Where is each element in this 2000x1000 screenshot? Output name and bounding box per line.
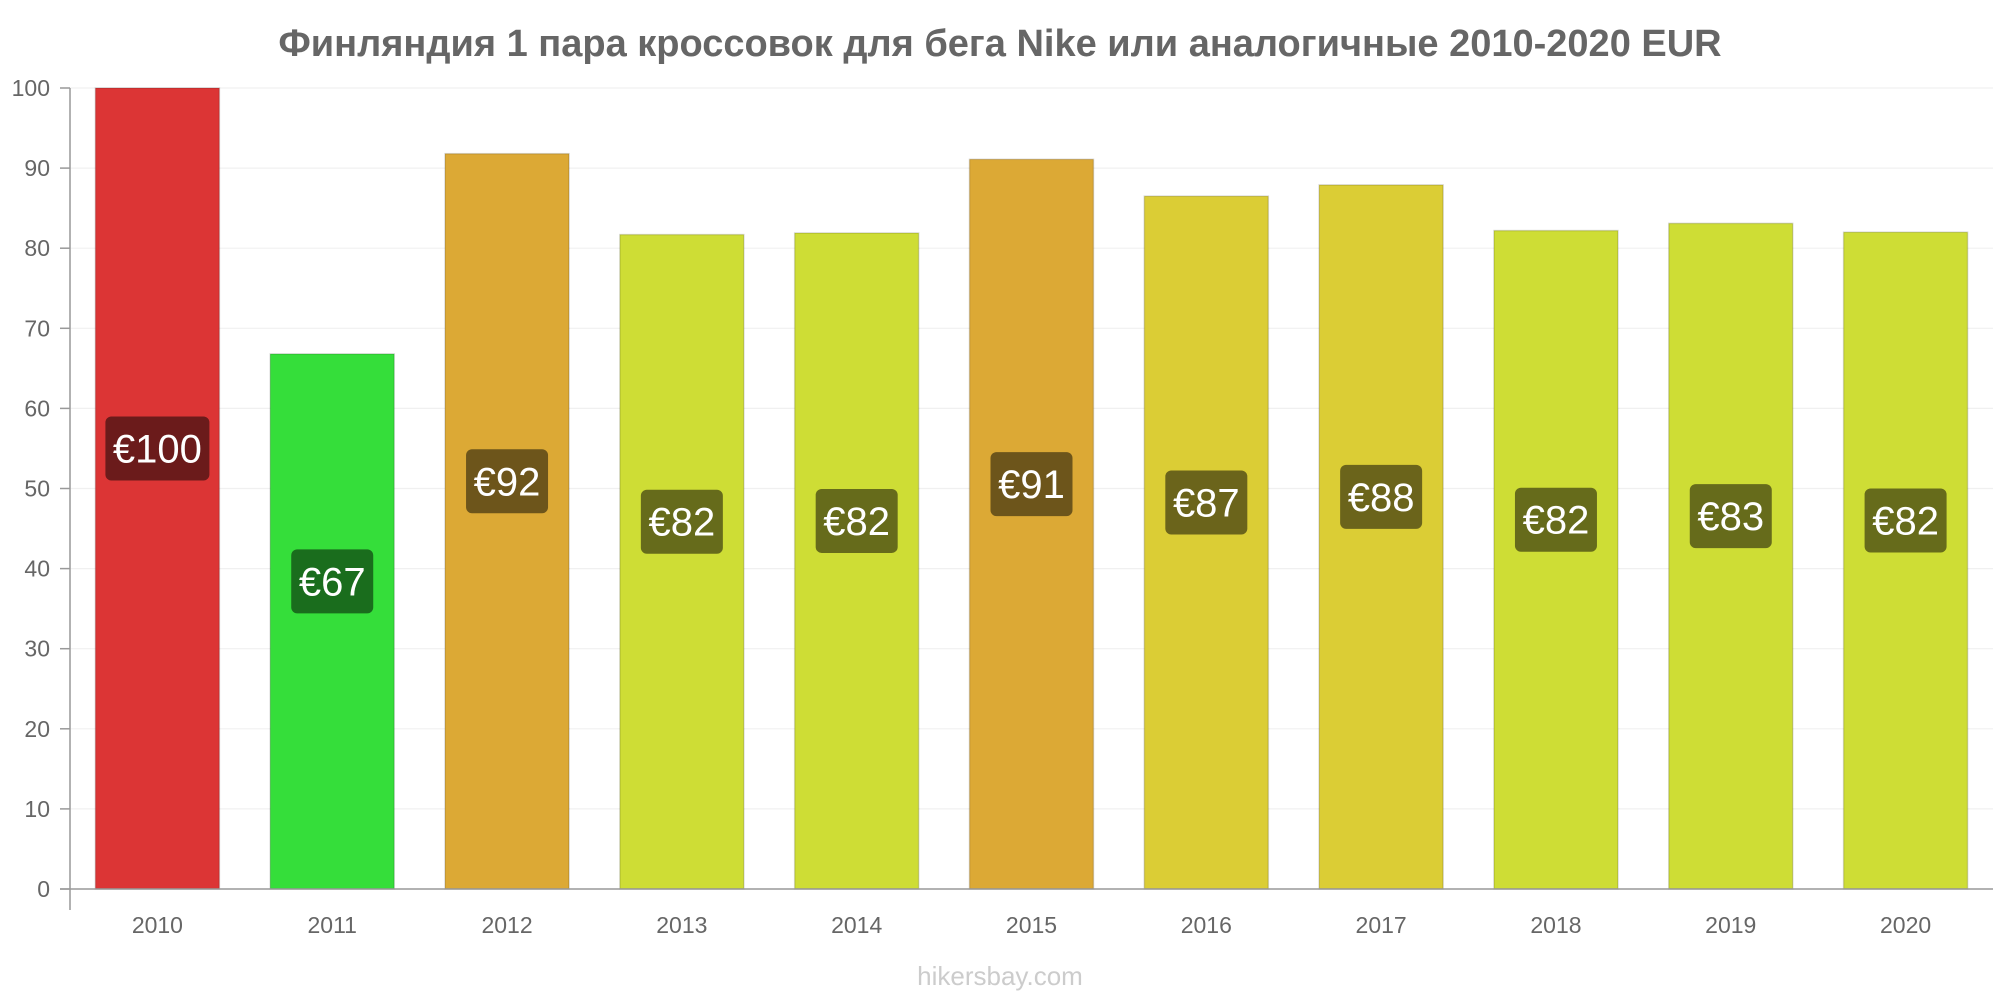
value-label-box: [1689, 484, 1772, 549]
value-label-2016: €87: [1173, 482, 1240, 526]
value-label-box: [105, 416, 210, 481]
value-labels: €100 €67 €92 €82 €82 €91 €87 €88 €82 €83 €82: [105, 416, 1947, 614]
watermark: hikersbay.com: [917, 961, 1083, 991]
chart-title: Финляндия 1 пара кроссовок для бега Nike…: [278, 23, 1721, 65]
value-label-2015: €91: [998, 463, 1065, 507]
x-tick-label: 2016: [1181, 912, 1232, 938]
y-tick-label: 80: [24, 235, 50, 261]
value-label-2010: €100: [113, 427, 202, 471]
value-label-box: [1165, 470, 1248, 535]
value-label-box: [1340, 464, 1423, 529]
bar-2012: [444, 152, 570, 890]
bar-2017: [1318, 184, 1444, 890]
value-label-2013: €82: [648, 501, 715, 545]
bars: [94, 87, 1969, 890]
value-label-2018: €82: [1523, 499, 1590, 543]
bar-2016: [1143, 195, 1270, 890]
y-tick-label: 20: [24, 716, 50, 742]
value-label-box: [1514, 487, 1597, 552]
y-tick-label: 10: [24, 796, 50, 822]
x-tick-label: 2013: [656, 912, 707, 938]
y-tick-label: 0: [37, 876, 50, 902]
value-label-2012: €92: [474, 460, 541, 504]
value-label-box: [1864, 488, 1947, 553]
bar-2010: [94, 87, 221, 890]
x-tick-label: 2017: [1356, 912, 1407, 938]
y-tick-label: 30: [24, 636, 50, 662]
bar-2011: [269, 353, 395, 890]
x-tick-label: 2012: [481, 912, 532, 938]
y-tick-label: 40: [24, 556, 50, 582]
value-label-box: [291, 549, 374, 614]
y-tick-label: 90: [24, 155, 50, 181]
bar-2013: [619, 233, 745, 890]
value-label-2017: €88: [1348, 476, 1415, 520]
bar-2018: [1493, 229, 1619, 890]
value-label-box: [990, 452, 1073, 517]
y-tick-label: 70: [24, 315, 50, 341]
y-tick-labels: 0 10 20 30 40 50 60 70 80 90 100: [12, 75, 70, 902]
x-tick-label: 2010: [132, 912, 183, 938]
value-label-2020: €82: [1872, 500, 1939, 544]
value-label-2011: €67: [299, 560, 366, 604]
y-tick-label: 50: [24, 476, 50, 502]
value-label-2014: €82: [823, 500, 890, 544]
x-tick-label: 2011: [307, 912, 356, 938]
bar-2019: [1668, 222, 1794, 890]
bar-2014: [793, 232, 920, 890]
x-tick-label: 2014: [831, 912, 882, 938]
y-tick-label: 100: [12, 75, 50, 101]
bar-2015: [968, 158, 1095, 890]
x-tick-label: 2020: [1880, 912, 1931, 938]
value-label-box: [815, 488, 898, 553]
x-tick-label: 2018: [1530, 912, 1581, 938]
x-tick-label: 2019: [1705, 912, 1756, 938]
x-tick-label: 2015: [1006, 912, 1057, 938]
axes: [60, 88, 1993, 910]
value-label-box: [640, 489, 723, 554]
x-tick-labels: 2010 2011 2012 2013 2014 2015 2016 2017 2018 2019…: [132, 912, 1931, 938]
y-tick-label: 60: [24, 395, 50, 421]
value-label-box: [466, 449, 549, 514]
bar-2020: [1842, 231, 1969, 890]
value-label-2019: €83: [1697, 495, 1764, 539]
